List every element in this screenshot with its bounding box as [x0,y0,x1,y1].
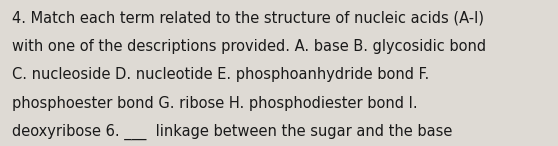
Text: C. nucleoside D. nucleotide E. phosphoanhydride bond F.: C. nucleoside D. nucleotide E. phosphoan… [12,67,430,82]
Text: with one of the descriptions provided. A. base B. glycosidic bond: with one of the descriptions provided. A… [12,39,487,54]
Text: phosphoester bond G. ribose H. phosphodiester bond I.: phosphoester bond G. ribose H. phosphodi… [12,96,418,111]
Text: 4. Match each term related to the structure of nucleic acids (A-I): 4. Match each term related to the struct… [12,10,484,25]
Text: deoxyribose 6. ___  linkage between the sugar and the base: deoxyribose 6. ___ linkage between the s… [12,124,453,140]
